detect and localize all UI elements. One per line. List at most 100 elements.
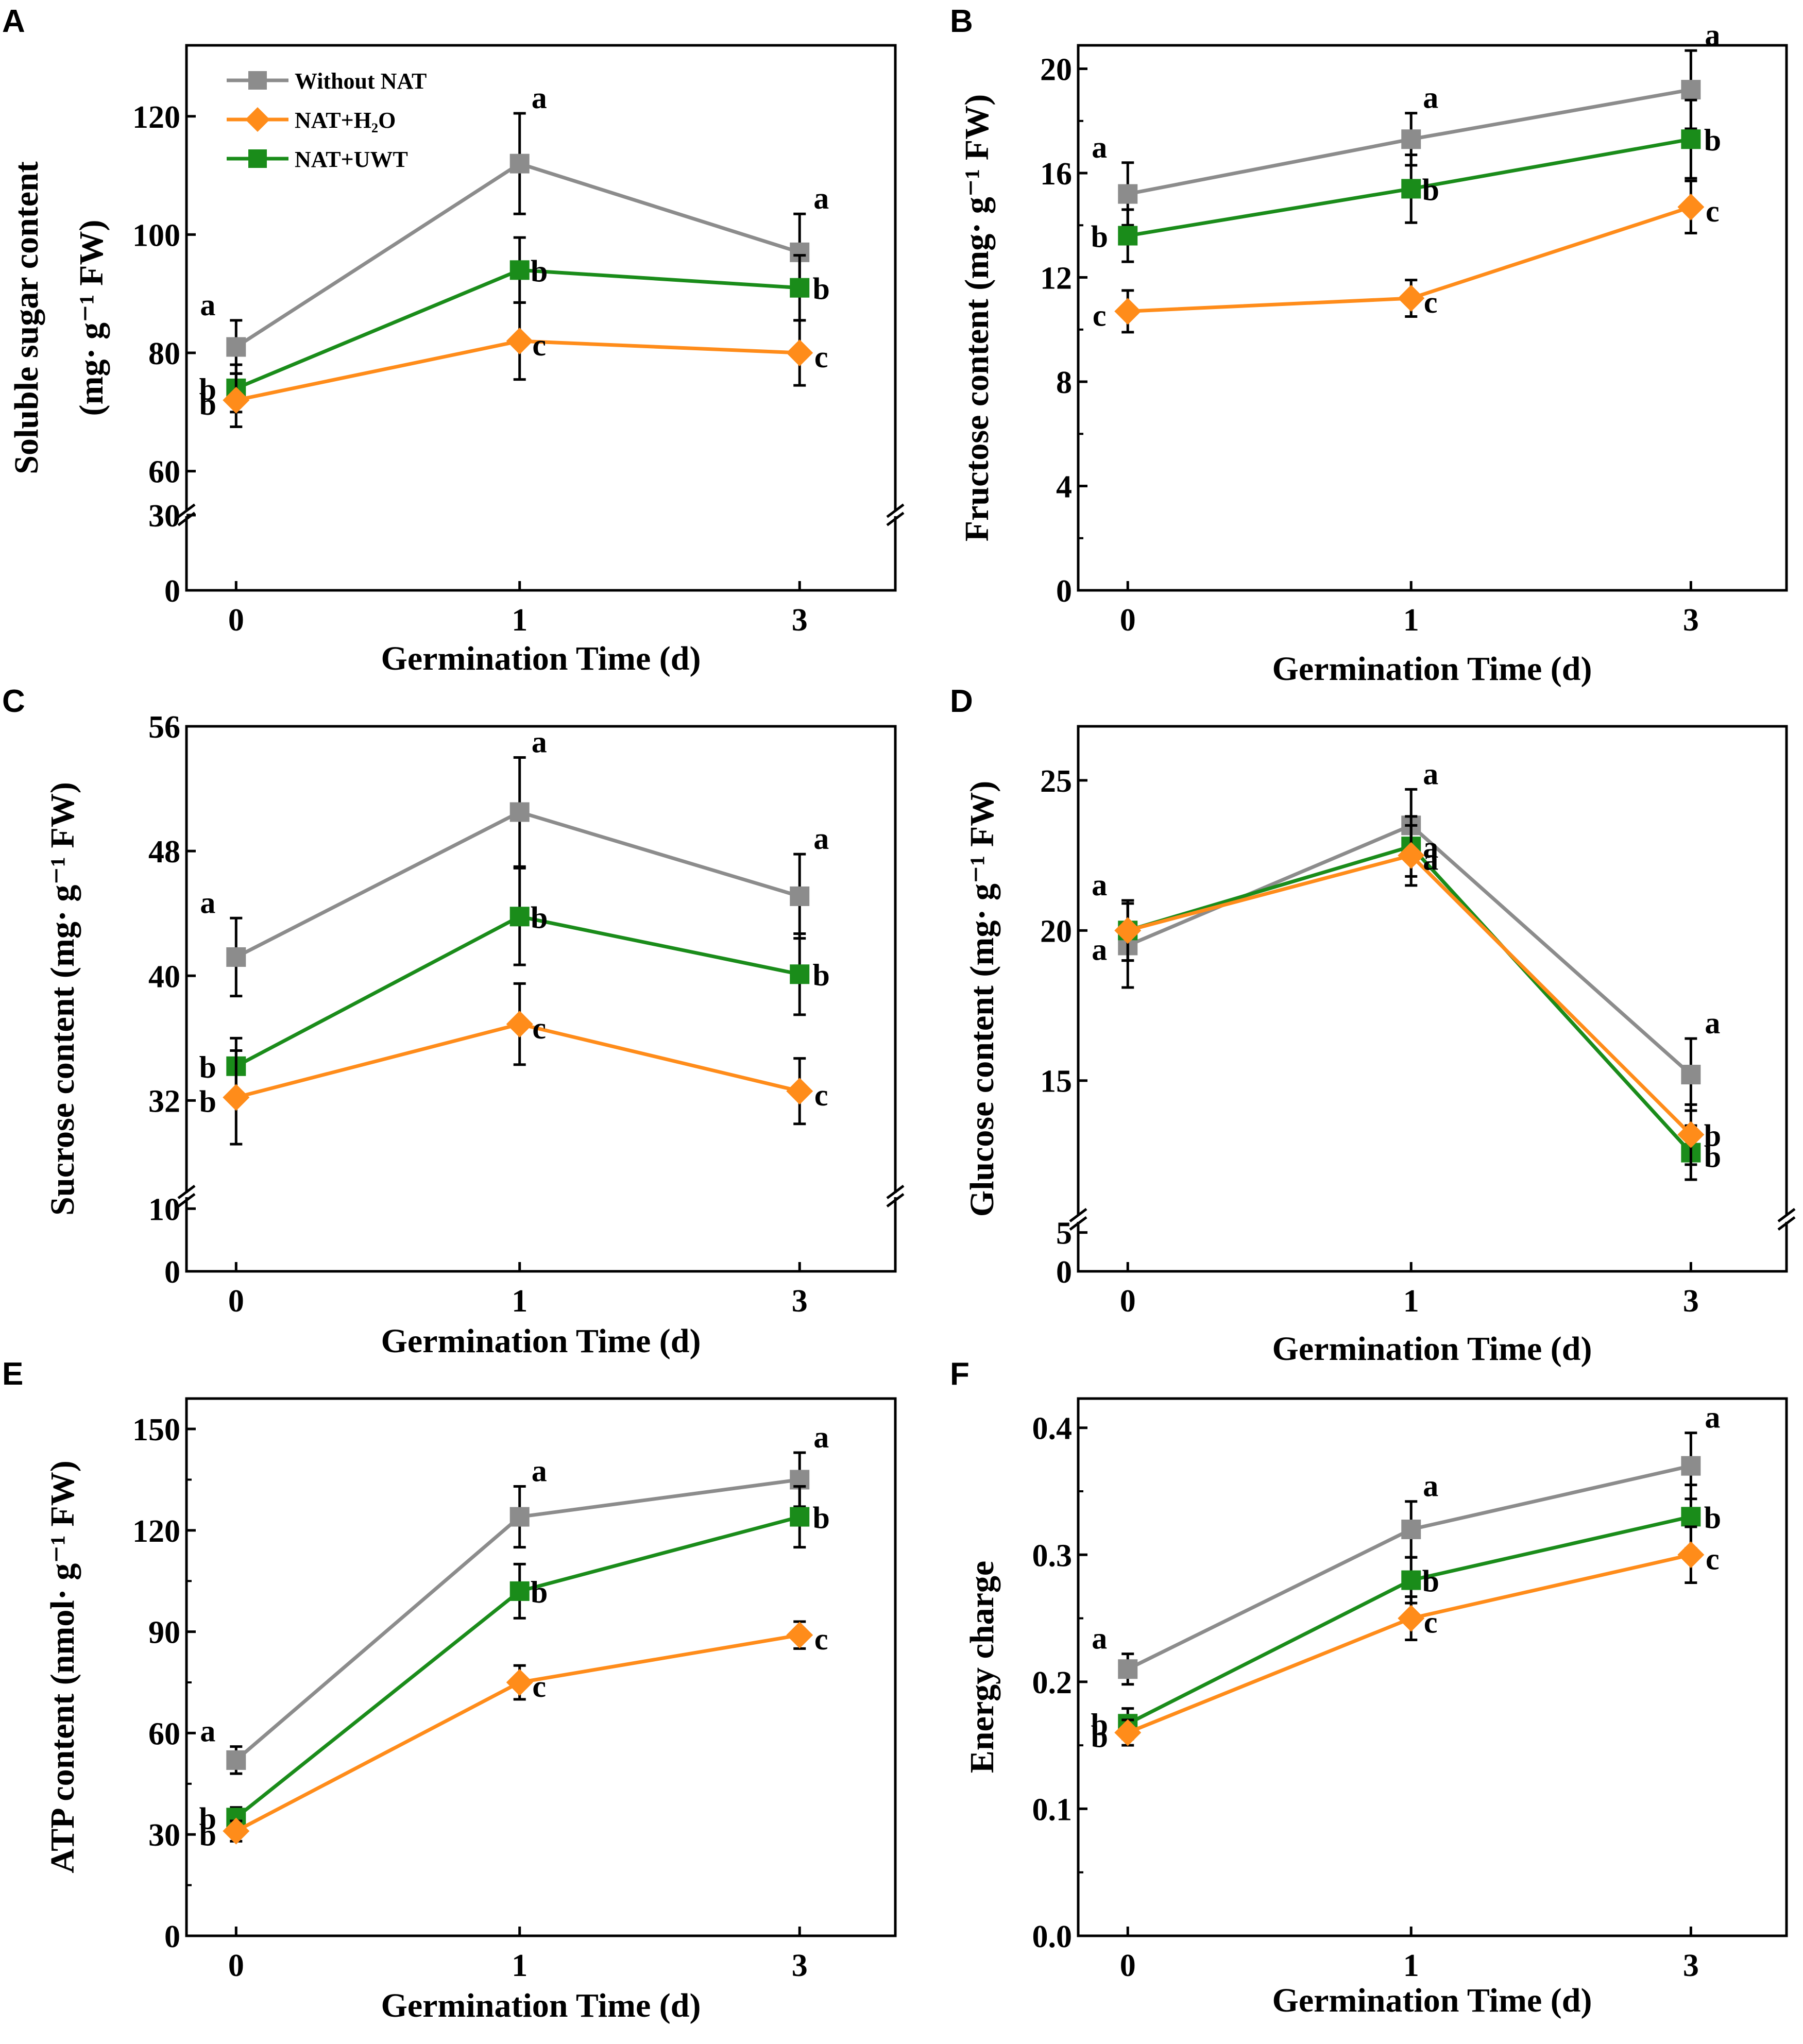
axis-break-gap (888, 512, 903, 516)
series-nat-uwt (1118, 98, 1701, 263)
x-tick-label: 0 (228, 1948, 244, 1983)
y-tick-label: 0 (164, 1919, 180, 1954)
axis-break-mark (886, 1185, 905, 1199)
significance-letter: b (813, 958, 830, 992)
axis-break-gap (179, 1193, 194, 1197)
x-tick-label: 3 (792, 603, 808, 638)
data-point (790, 964, 810, 984)
data-point (1677, 1541, 1705, 1569)
y-tick-label: 120 (132, 100, 180, 135)
y-axis-title: Glucose content (mg· g⁻¹ FW) (963, 781, 1001, 1217)
significance-letter: b (1091, 1708, 1108, 1742)
data-point (506, 328, 533, 355)
significance-letter: c (1424, 1606, 1438, 1640)
y-tick-label: 25 (1040, 764, 1072, 799)
significance-letter: c (1706, 194, 1720, 228)
x-tick-label: 3 (792, 1284, 808, 1319)
significance-letter: a (200, 288, 215, 322)
significance-letter: a (1423, 757, 1438, 791)
data-point (1681, 129, 1701, 149)
legend-marker (248, 71, 267, 90)
data-point (223, 1084, 250, 1111)
y-tick-label: 48 (148, 834, 180, 870)
data-point (223, 386, 250, 414)
y-tick-label: 60 (148, 455, 180, 490)
significance-letter: b (531, 254, 548, 288)
panel-b: B 0 4 8 12 16 20 0 1 3 Germination Time (d) Fructos… (950, 4, 1788, 688)
x-tick-label: 0 (1120, 1284, 1136, 1319)
significance-letter: a (1092, 868, 1107, 902)
panel-f: F 0.0 0.1 0.2 0.3 0.4 0 1 3 Germination Time (d) E… (950, 1356, 1788, 2019)
y-tick-label: 120 (132, 1514, 180, 1549)
y-tick-label: 0 (164, 574, 180, 609)
legend-item: NAT+H₂O (227, 107, 396, 133)
x-tick-label: 3 (1683, 1284, 1699, 1319)
y-tick-label: 0.0 (1032, 1919, 1073, 1954)
significance-letter: c (1424, 285, 1438, 319)
significance-letter: c (1706, 1542, 1720, 1576)
significance-letter: a (1423, 830, 1438, 864)
series-nat-h-o (223, 301, 813, 429)
x-tick-label: 1 (1403, 1284, 1419, 1319)
significance-letter: c (814, 1622, 828, 1656)
significance-letter: b (199, 1818, 216, 1852)
y-tick-label: 10 (148, 1192, 180, 1227)
data-point (1681, 1456, 1701, 1476)
significance-letter: a (813, 1420, 829, 1454)
plot-frame (185, 44, 897, 592)
y-axis-title: Fructose content (mg· g⁻¹ FW) (958, 94, 996, 541)
data-point (1114, 917, 1142, 944)
series-nat-h-o (1114, 179, 1705, 334)
panel-letter: E (2, 1356, 23, 1392)
legend-item: NAT+UWT (227, 147, 408, 172)
series-nat-uwt (226, 1485, 810, 1829)
legend-item: Without NAT (227, 69, 427, 94)
x-tick-label: 3 (792, 1948, 808, 1983)
data-point (1681, 1065, 1701, 1085)
series-without-nat (226, 1451, 810, 1775)
y-tick-label: 20 (1040, 914, 1072, 949)
significance-letter: b (1091, 1719, 1108, 1753)
significance-letter: c (532, 1011, 546, 1045)
significance-letter: b (813, 272, 830, 306)
legend-label: NAT+UWT (295, 147, 408, 172)
data-point (509, 1581, 530, 1601)
significance-letter: a (532, 81, 547, 115)
significance-letter: c (532, 328, 546, 362)
data-point (226, 947, 246, 967)
significance-letter: a (1423, 1469, 1438, 1503)
significance-letter: c (814, 340, 828, 374)
plot-frame (185, 725, 897, 1273)
y-tick-label: 60 (148, 1716, 180, 1751)
data-point (223, 1817, 250, 1845)
axis-break-mark (886, 512, 905, 526)
significance-letter: b (199, 387, 216, 421)
x-axis-title: Germination Time (d) (381, 1322, 701, 1360)
axis-break-mark (1777, 1208, 1796, 1222)
x-tick-label: 0 (1120, 1948, 1136, 1983)
x-tick-label: 0 (1120, 603, 1136, 638)
legend-marker (248, 149, 267, 168)
data-point (1118, 1659, 1138, 1679)
y-tick-label: 30 (148, 1818, 180, 1853)
data-point (1401, 1570, 1421, 1590)
significance-letter: c (532, 1670, 546, 1704)
plot-frame (1077, 1397, 1788, 1937)
x-tick-label: 3 (1683, 603, 1699, 638)
significance-letter: b (1704, 1119, 1721, 1153)
x-axis-title: Germination Time (d) (381, 640, 701, 677)
x-axis-title: Germination Time (d) (1272, 650, 1592, 688)
significance-letter: a (1092, 932, 1107, 966)
y-tick-label: 16 (1040, 157, 1072, 192)
series-nat-uwt (226, 236, 810, 414)
data-point (1681, 80, 1701, 100)
significance-letter: b (199, 1050, 216, 1084)
significance-letter: a (1092, 1622, 1107, 1656)
significance-letter: b (1422, 173, 1439, 207)
legend-label: NAT+H₂O (295, 108, 396, 133)
significance-letter: b (813, 1501, 830, 1535)
data-point (790, 278, 810, 298)
x-axis-title: Germination Time (d) (1272, 1982, 1592, 2019)
data-point (506, 1011, 533, 1038)
x-axis-title: Germination Time (d) (1272, 1330, 1592, 1368)
